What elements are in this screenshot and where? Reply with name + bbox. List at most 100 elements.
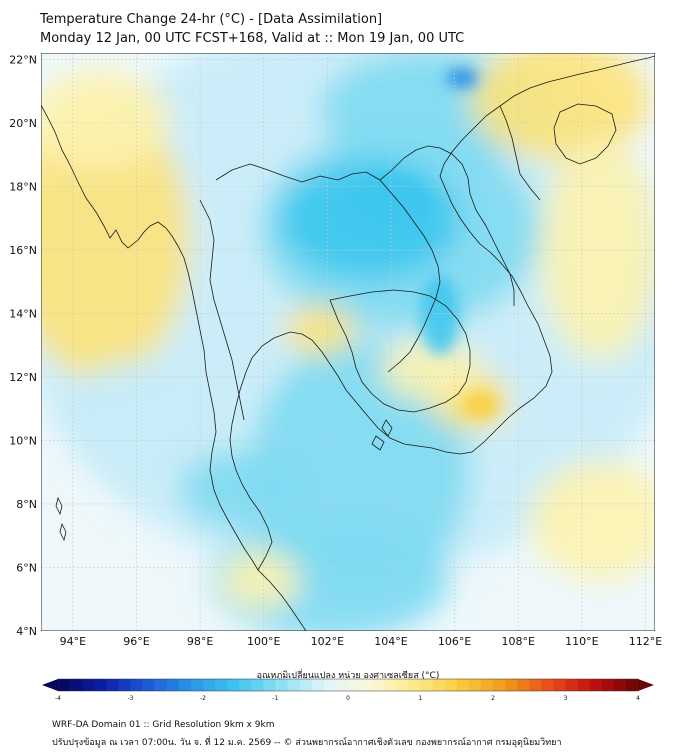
colorbar-max-extend [638,679,654,691]
coastline-malay-peninsula [257,569,307,631]
field-blob [380,340,480,400]
border-laos-vietnam [379,145,515,306]
field-blob [285,305,355,355]
coastline-vietnam-north [499,105,541,201]
coastlines-borders [41,55,655,631]
colorbar-segment [565,679,578,691]
colorbar-segment [444,679,458,691]
colorbar-segment [384,679,397,691]
axis-labels: 22°N 20°N 18°N 16°N 14°N 12°N 10°N 8°N 6°N 4°N 94°… [9,53,662,648]
colorbar-segment [480,679,494,691]
footer-domain-info: WRF-DA Domain 01 :: Grid Resolution 9km … [52,720,275,730]
colorbar-segment [58,679,71,691]
colorbar-segment [215,679,228,691]
colorbar-segment [118,679,131,691]
colorbar-segment [287,679,300,691]
colorbar-segment [517,679,530,691]
colorbar-segment [299,679,313,691]
colorbar-segment [323,679,337,691]
colorbar-segment [493,679,506,691]
lat-tick-label: 22°N [9,53,37,66]
colorbar-segment [251,679,264,691]
colorbar-tick-label: 1 [419,695,423,702]
colorbar-segment [263,679,276,691]
colorbar-segment [142,679,155,691]
colorbar-segment [468,679,482,691]
colorbar-segment [505,679,518,691]
colorbar-segment [178,679,192,691]
chart-title: Temperature Change 24-hr (°C) - [Data As… [40,12,383,27]
border-myanmar-thailand [199,199,245,421]
colorbar-segment [130,679,143,691]
colorbar-segment [432,679,445,691]
colorbar-segment [82,679,95,691]
colorbar-segment [227,679,240,691]
coastline-myanmar-west [41,104,259,571]
field-core [420,275,460,355]
colorbar-segment [529,679,542,691]
field-blob [470,53,650,160]
colorbar-segment [408,679,421,691]
colorbar-segment [456,679,470,691]
field-blob [180,450,300,530]
colorbar-tick-label: -3 [128,695,134,702]
lon-tick-label: 102°E [311,635,344,648]
lat-tick-label: 14°N [9,307,37,320]
lon-tick-label: 110°E [565,635,598,648]
colorbar-tick-label: 0 [346,695,350,702]
map-plot-area [41,53,655,631]
coastline-island-1 [381,419,393,437]
colorbar-segment [203,679,216,691]
lat-tick-label: 10°N [9,434,37,447]
colorbar-segment [166,679,180,691]
lat-tick-label: 12°N [9,371,37,384]
colorbar-segment [94,679,107,691]
colorbar-tick-label: -4 [55,695,61,702]
field-blob [41,100,190,380]
field-core [446,68,478,88]
colorbar-segment [420,679,433,691]
colorbar-tick-label: 3 [564,695,568,702]
lat-tick-label: 16°N [9,244,37,257]
colorbar-segment [613,679,627,691]
field-core [462,391,498,419]
colorbar-segment [601,679,615,691]
colorbar-tick-label: -2 [200,695,206,702]
lat-tick-label: 8°N [16,498,37,511]
colorbar-segment [154,679,168,691]
colorbar-segment [275,679,288,691]
coastline-phu-quoc [371,435,385,451]
colorbar-segment [589,679,603,691]
field-blob [60,360,220,480]
field-core [350,175,430,225]
coastline-hainan [553,103,617,165]
colorbar-tick-label: 2 [491,695,495,702]
colorbar-segment [360,679,373,691]
colorbar: อุณหภูมิเปลี่ยนแปลง หน่วย องศาเซลเซียส (… [42,668,654,702]
colorbar-segment [541,679,554,691]
lat-tick-label: 18°N [9,180,37,193]
border-thailand-laos [215,163,441,373]
colorbar-tick-label: -1 [273,695,279,702]
colorbar-segment [372,679,385,691]
coastline-andaman-islands [55,496,67,542]
colorbar-ticks: -4 -3 -2 -1 0 1 2 3 4 [55,695,640,702]
colorbar-segment [553,679,566,691]
chart-subtitle: Monday 12 Jan, 00 UTC FCST+168, Valid at… [40,31,465,46]
field-blob [220,550,300,610]
border-cambodia [329,289,471,413]
lon-tick-label: 96°E [123,635,149,648]
lat-tick-label: 4°N [16,625,37,638]
lon-tick-label: 98°E [187,635,213,648]
colorbar-segment [625,679,639,691]
colorbar-segment [335,679,349,691]
lat-tick-label: 6°N [16,561,37,574]
colorbar-segment [190,679,204,691]
field-blob [41,70,170,170]
lon-tick-label: 104°E [374,635,407,648]
colorbar-segments [57,678,639,692]
colorbar-segment [311,679,325,691]
footer-update-info: ปรับปรุงข้อมูล ณ เวลา 07:00น. วัน จ. ที่… [52,738,562,748]
colorbar-segment [577,679,590,691]
